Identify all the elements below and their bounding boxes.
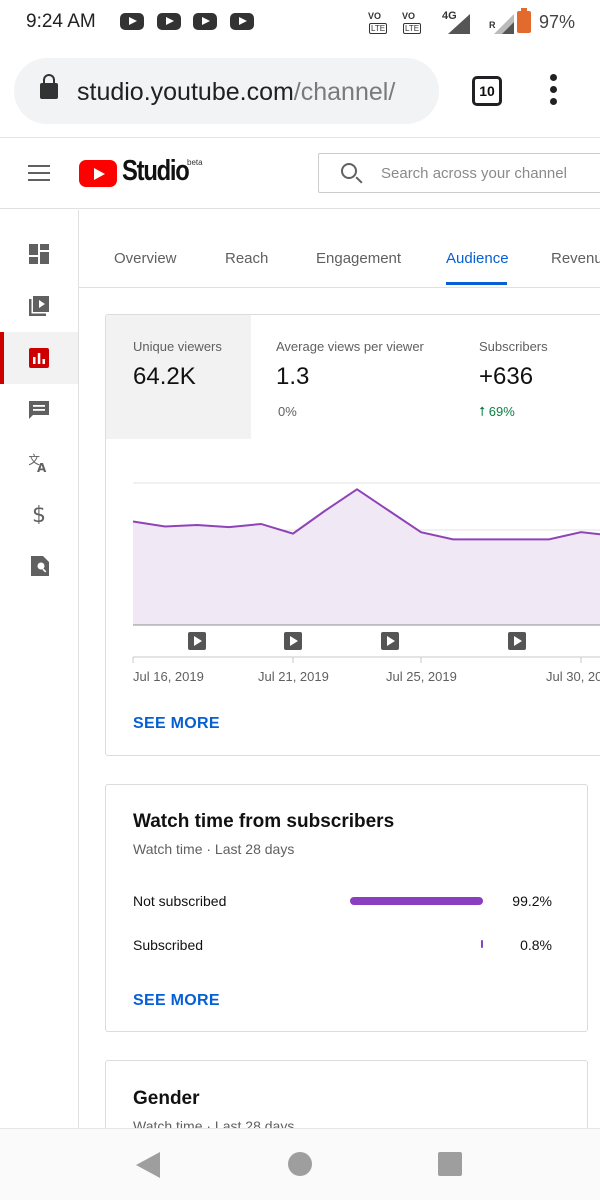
x-tick-label: Jul 25, 2019: [386, 669, 457, 684]
percent-bar-fill: [481, 940, 483, 948]
sidebar: 文 A $: [0, 210, 79, 1128]
viewers-chart: Jul 16, 2019 Jul 21, 2019 Jul 25, 2019 Jul …: [132, 482, 600, 684]
signal-icon: [494, 14, 514, 34]
back-icon[interactable]: [136, 1152, 160, 1178]
status-bar: 9:24 AM VO LTE VO LTE 4G R 97%: [0, 0, 600, 46]
network-type-label: 4G: [442, 10, 457, 22]
card-title: Watch time from subscribers: [133, 811, 395, 832]
x-tick-label: Jul 16, 2019: [133, 669, 204, 684]
tab-revenue[interactable]: Revenue: [551, 250, 600, 267]
svg-text:$: $: [32, 504, 46, 524]
row-label: Not subscribed: [133, 893, 227, 909]
url-domain: studio.youtube.com: [77, 78, 294, 106]
monetization-icon: $: [32, 504, 46, 524]
video-marker-play: [387, 636, 395, 646]
see-more-link[interactable]: SEE MORE: [133, 715, 220, 732]
metric-value: 64.2K: [133, 363, 196, 390]
sidebar-item-analytics[interactable]: [0, 332, 78, 384]
video-marker-play: [514, 636, 522, 646]
dashboard-icon: [29, 244, 49, 264]
video-marker-play: [194, 636, 202, 646]
browser-menu-icon[interactable]: [546, 74, 560, 110]
metric-unique-viewers[interactable]: [106, 315, 251, 439]
youtube-notification-icon: [193, 13, 217, 30]
lock-icon: [40, 74, 58, 99]
see-more-link[interactable]: SEE MORE: [133, 992, 220, 1009]
status-time: 9:24 AM: [26, 11, 96, 32]
sidebar-item-monetization[interactable]: $: [0, 488, 78, 540]
svg-text:文: 文: [29, 452, 40, 467]
studio-header: Studio beta Search across your channel: [0, 139, 600, 209]
tab-reach[interactable]: Reach: [225, 250, 269, 267]
search-input[interactable]: Search across your channel: [318, 153, 600, 193]
battery-percent: 97%: [539, 12, 576, 32]
translations-icon: 文 A: [29, 452, 47, 472]
url-path: /channel/: [293, 78, 396, 106]
series-line: [132, 488, 600, 541]
row-value: 99.2%: [512, 893, 552, 909]
percent-bar-fill: [350, 897, 483, 905]
analytics-tabs: Overview Reach Engagement Audience Reven…: [79, 210, 600, 288]
sidebar-item-translations[interactable]: 文 A: [0, 436, 78, 488]
analytics-icon: [29, 348, 49, 368]
youtube-logo-icon[interactable]: [79, 160, 117, 187]
recent-apps-icon[interactable]: [438, 1152, 462, 1176]
x-tick-label: Jul 21, 2019: [258, 669, 329, 684]
sidebar-item-comments[interactable]: [0, 384, 78, 436]
lte-badge: LTE: [369, 23, 388, 34]
android-nav-bar: [0, 1128, 600, 1200]
address-bar[interactable]: studio.youtube.com/channel/: [14, 58, 439, 124]
card-title: Gender: [133, 1088, 200, 1109]
youtube-notification-icon: [120, 13, 144, 30]
series-area: [133, 489, 600, 625]
watch-time-card: Watch time from subscribers Watch time ·…: [105, 784, 588, 1032]
active-tab-indicator: [446, 282, 507, 285]
youtube-notification-icon: [157, 13, 181, 30]
volte-label: VO: [368, 11, 382, 21]
sidebar-item-videos[interactable]: [0, 280, 78, 332]
row-label: Subscribed: [133, 937, 204, 953]
comments-icon: [29, 401, 49, 419]
tab-engagement[interactable]: Engagement: [316, 250, 402, 267]
roaming-label: R: [489, 20, 496, 30]
sidebar-item-audio-library[interactable]: [0, 540, 78, 592]
metric-label: Unique viewers: [133, 339, 222, 354]
card-subtitle: Watch time · Last 28 days: [133, 841, 295, 857]
sidebar-item-dashboard[interactable]: [0, 228, 78, 280]
browser-toolbar: studio.youtube.com/channel/ 10: [0, 46, 600, 138]
lte-badge: LTE: [403, 23, 422, 34]
tab-overview[interactable]: Overview: [114, 250, 177, 267]
metric-label[interactable]: Subscribers: [479, 339, 548, 354]
metric-delta-value: 69%: [488, 404, 515, 419]
metrics-card: Unique viewers 64.2K Average views per v…: [105, 314, 600, 756]
search-icon: [341, 163, 357, 179]
row-value: 0.8%: [520, 937, 552, 953]
search-placeholder: Search across your channel: [381, 165, 567, 182]
audio-library-icon: [31, 556, 49, 576]
metric-value: 1.3: [276, 363, 310, 390]
percent-bar: [349, 897, 483, 905]
video-marker-play: [290, 636, 298, 646]
x-tick-label: Jul 30, 2019: [546, 669, 600, 684]
home-icon[interactable]: [288, 1152, 312, 1176]
metric-value: +636: [479, 363, 534, 390]
url-text[interactable]: studio.youtube.com/channel/: [77, 78, 395, 107]
beta-label: beta: [187, 158, 203, 167]
svg-text:A: A: [37, 461, 47, 472]
signal-icon: [448, 14, 470, 34]
metric-label[interactable]: Average views per viewer: [276, 339, 424, 354]
battery-icon: [517, 8, 531, 33]
tab-switcher-button[interactable]: 10: [472, 76, 502, 106]
videos-icon: [29, 296, 49, 316]
volte-label: VO: [402, 11, 416, 21]
menu-icon[interactable]: [28, 165, 50, 183]
tab-audience[interactable]: Audience: [446, 250, 509, 267]
percent-bar: [349, 940, 483, 948]
studio-logo-text[interactable]: Studio: [122, 155, 190, 187]
metric-delta-up: ⭡ 69%: [479, 404, 515, 419]
metric-delta: 0%: [278, 404, 297, 419]
youtube-notification-icon: [230, 13, 254, 30]
